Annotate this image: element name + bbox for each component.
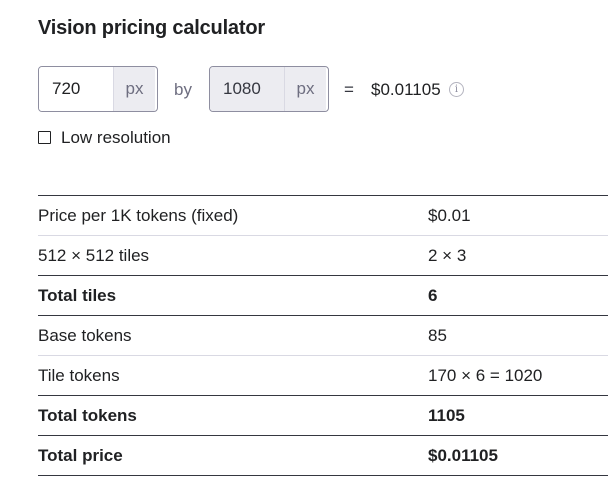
table-row: Total price $0.01105 xyxy=(38,435,608,476)
row-label: 512 × 512 tiles xyxy=(38,235,428,276)
price-result: $0.01105 xyxy=(371,80,441,99)
low-resolution-label[interactable]: Low resolution xyxy=(61,128,171,147)
equals-sign: = xyxy=(344,80,354,99)
row-value: 170 × 6 = 1020 xyxy=(428,355,608,396)
width-input[interactable] xyxy=(39,67,113,111)
row-value: 85 xyxy=(428,315,608,356)
row-value: 6 xyxy=(428,275,608,316)
row-label: Base tokens xyxy=(38,315,428,356)
table-row: Price per 1K tokens (fixed) $0.01 xyxy=(38,195,608,236)
info-icon[interactable]: i xyxy=(449,82,464,97)
table-row: Total tiles 6 xyxy=(38,275,608,316)
row-label: Total tiles xyxy=(38,275,428,316)
row-value: 2 × 3 xyxy=(428,235,608,276)
row-label: Price per 1K tokens (fixed) xyxy=(38,195,428,236)
row-label: Total price xyxy=(38,435,428,476)
by-label: by xyxy=(174,80,192,99)
row-label: Tile tokens xyxy=(38,355,428,396)
table-row: Base tokens 85 xyxy=(38,315,608,356)
row-value: 1105 xyxy=(428,395,608,436)
low-resolution-checkbox[interactable] xyxy=(38,131,51,144)
height-unit-label: px xyxy=(284,67,326,111)
row-value: $0.01105 xyxy=(428,435,608,476)
table-row: 512 × 512 tiles 2 × 3 xyxy=(38,235,608,276)
page-title: Vision pricing calculator xyxy=(38,17,265,39)
pricing-breakdown-table: Price per 1K tokens (fixed) $0.01 512 × … xyxy=(38,195,608,476)
table-row: Tile tokens 170 × 6 = 1020 xyxy=(38,355,608,396)
table-row: Total tokens 1105 xyxy=(38,395,608,436)
width-input-group: px xyxy=(38,66,158,112)
width-unit-label: px xyxy=(113,67,155,111)
height-input[interactable] xyxy=(210,67,284,111)
height-input-group: px xyxy=(209,66,329,112)
row-label: Total tokens xyxy=(38,395,428,436)
row-value: $0.01 xyxy=(428,195,608,236)
